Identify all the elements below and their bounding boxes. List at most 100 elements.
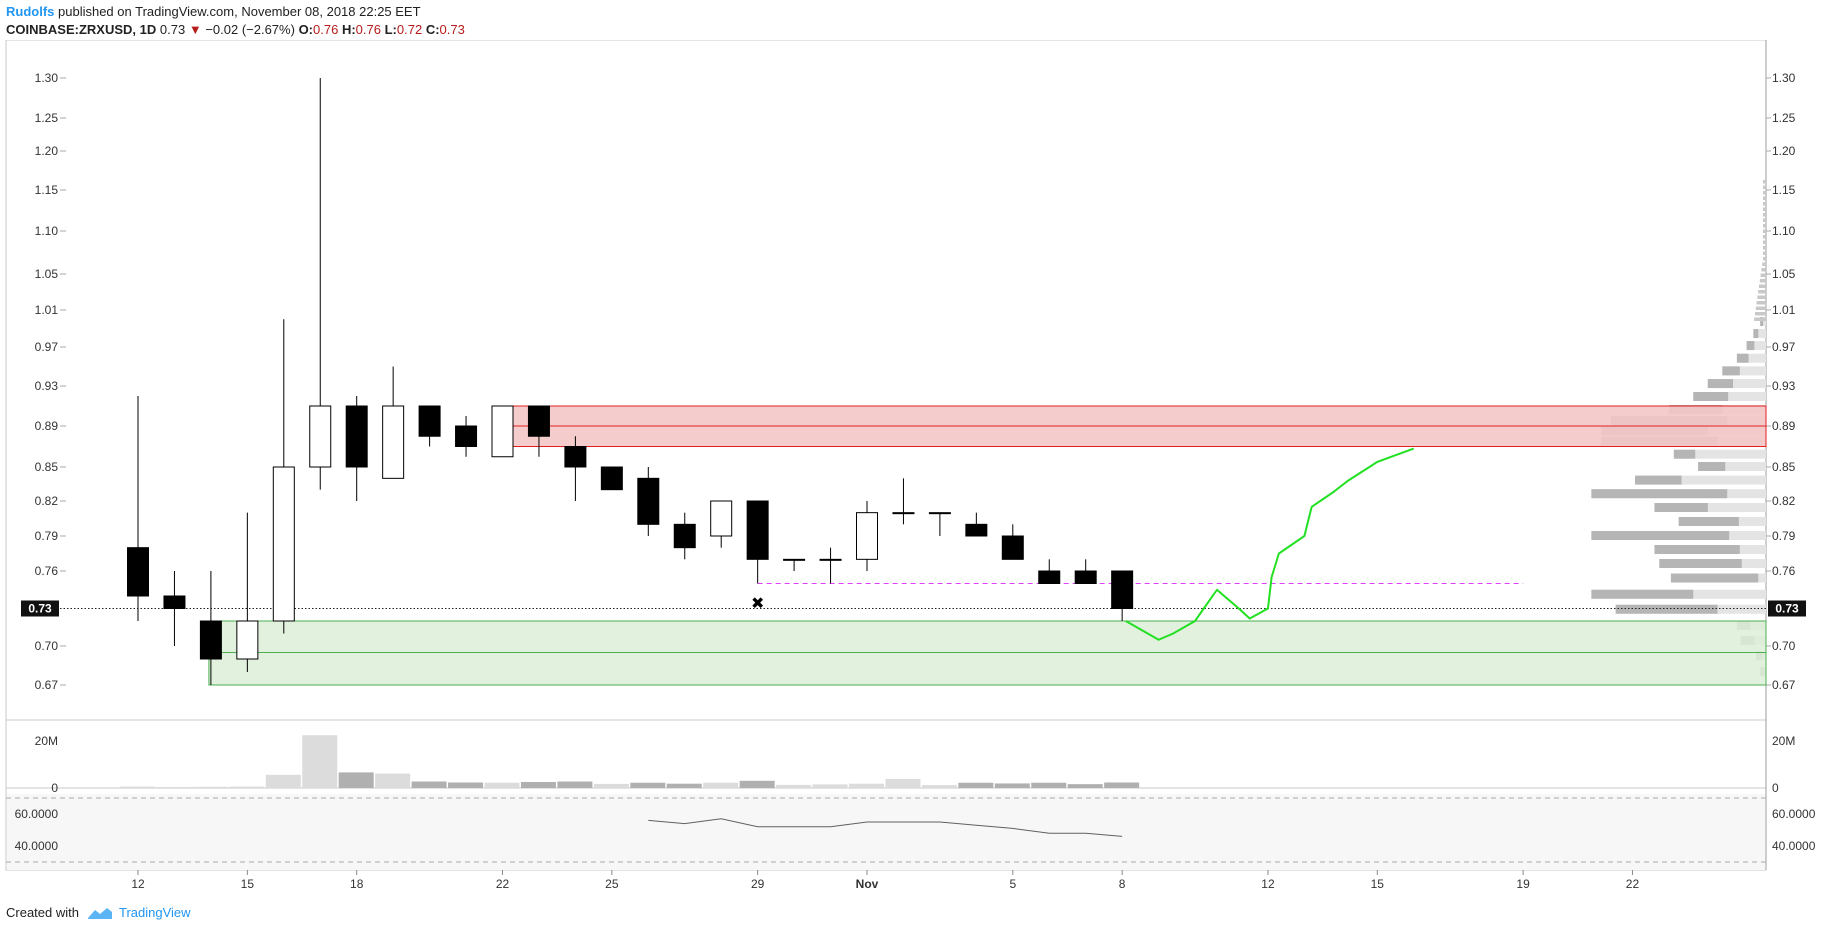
candle-bear	[892, 512, 915, 515]
candle-bear	[1001, 535, 1024, 560]
price-tick-right: 0.76	[1772, 564, 1796, 578]
candle-bear	[819, 558, 842, 561]
volume-bar	[375, 773, 411, 788]
profile-bar-total	[1635, 475, 1766, 485]
price-tick-right: 0.89	[1772, 419, 1796, 433]
profile-bar-up	[1591, 589, 1694, 599]
price-tick-left: 1.10	[35, 224, 59, 238]
chart-frame	[5, 40, 1767, 871]
x-tick-label: Nov	[856, 877, 879, 891]
candle-bull	[710, 500, 733, 537]
cross-marker: ✖	[751, 593, 764, 612]
profile-bar-top	[1763, 224, 1766, 228]
profile-bar-up	[1654, 503, 1708, 512]
profile-bar-top	[1763, 207, 1766, 211]
open-value: 0.76	[313, 22, 339, 37]
x-tick-label: 22	[496, 877, 510, 891]
candle-bear	[673, 523, 696, 549]
profile-bar-top	[1763, 202, 1766, 206]
price-tick-right: 1.30	[1772, 71, 1796, 85]
created-with: Created with	[6, 905, 79, 920]
x-tick-label: 15	[1371, 877, 1385, 891]
price-tick-right: 0.67	[1772, 678, 1796, 692]
x-tick-label: 22	[1626, 877, 1640, 891]
close-value: 0.73	[439, 22, 465, 37]
price-tick-left: 0.85	[35, 460, 59, 474]
candle-bear	[928, 512, 951, 515]
volume-tick-left: 20M	[35, 734, 58, 748]
profile-bar-total	[1698, 462, 1766, 471]
price-tick-left: 1.25	[35, 111, 59, 125]
candle-bull	[856, 512, 878, 560]
profile-bar-up	[1736, 353, 1749, 363]
x-tick-label: 8	[1119, 877, 1126, 891]
rsi-tick-left: 40.0000	[15, 839, 59, 853]
profile-bar-top	[1756, 301, 1766, 305]
rsi-tick-left: 60.0000	[15, 807, 59, 821]
profile-bar-up	[1635, 475, 1682, 485]
current-price-label-right: 0.73	[1775, 602, 1799, 616]
price-tick-left: 1.15	[35, 183, 59, 197]
volume-bar	[302, 735, 338, 788]
profile-bar-up	[1746, 341, 1755, 351]
profile-bar-up	[1670, 573, 1759, 583]
profile-bar-top	[1763, 196, 1766, 200]
profile-bar-top	[1760, 273, 1766, 277]
profile-bar-total	[1753, 329, 1766, 339]
profile-bar-top	[1759, 279, 1766, 283]
x-tick-label: 5	[1009, 877, 1016, 891]
profile-bar-total	[1722, 366, 1766, 376]
volume-bar	[958, 782, 994, 788]
volume-bar	[520, 782, 556, 788]
volume-bar	[630, 782, 666, 788]
price-tick-left: 0.79	[35, 529, 59, 543]
candle-bull	[309, 405, 332, 468]
volume-bar	[120, 786, 155, 788]
profile-bar-total	[1707, 379, 1766, 389]
price-tick-right: 1.25	[1772, 111, 1796, 125]
tradingview-link[interactable]: TradingView	[118, 905, 191, 920]
rsi-background	[7, 794, 1765, 870]
profile-bar-top	[1755, 306, 1766, 310]
volume-tick-right: 20M	[1772, 734, 1795, 748]
profile-bar-up	[1698, 462, 1726, 471]
profile-bar-up	[1591, 489, 1728, 499]
symbol-info: COINBASE:ZRXUSD, 1D 0.73 ▼ −0.02 (−2.67%…	[6, 22, 465, 37]
profile-bar-up	[1722, 366, 1740, 376]
volume-bar	[776, 784, 812, 788]
author-link[interactable]: Rudolfs	[6, 4, 55, 19]
profile-bar-up	[1760, 317, 1764, 327]
price-change: −0.02 (−2.67%)	[205, 22, 295, 37]
x-tick-label: 12	[1261, 877, 1275, 891]
price-tick-right: 0.82	[1772, 494, 1796, 508]
x-tick-label: 29	[751, 877, 765, 891]
volume-bar	[1104, 782, 1140, 788]
profile-bar-top	[1762, 262, 1766, 266]
price-tick-left: 1.20	[35, 144, 59, 158]
volume-bar	[666, 783, 702, 788]
rsi-tick-right: 60.0000	[1772, 807, 1816, 821]
last-price: 0.73	[159, 22, 186, 37]
down-arrow-icon: ▼	[188, 22, 202, 37]
candle-bear	[455, 425, 478, 447]
profile-bar-total	[1693, 392, 1766, 401]
price-tick-right: 0.85	[1772, 460, 1796, 474]
x-tick-label: 19	[1516, 877, 1530, 891]
price-tick-right: 1.01	[1772, 303, 1796, 317]
price-tick-left: 0.67	[35, 678, 59, 692]
volume-tick-right: 0	[1772, 781, 1779, 795]
profile-bar-up	[1615, 604, 1718, 614]
profile-bar-up	[1707, 379, 1734, 389]
profile-bar-up	[1659, 559, 1742, 568]
profile-bar-top	[1759, 284, 1766, 288]
candle-bear	[1038, 570, 1061, 584]
price-chart[interactable]: 1.30 1.30 1.25 1.25 1.20 1.20 1.15 1.15 1.10 1.10…	[0, 40, 1828, 900]
price-tick-left: 0.93	[35, 379, 59, 393]
open-label: O:	[298, 22, 314, 37]
profile-bar-top	[1763, 229, 1766, 233]
profile-bar-top	[1763, 240, 1766, 244]
profile-bar-top	[1763, 218, 1766, 222]
price-tick-right: 0.93	[1772, 379, 1796, 393]
volume-bar	[1031, 782, 1067, 788]
profile-bar-up	[1678, 517, 1739, 526]
